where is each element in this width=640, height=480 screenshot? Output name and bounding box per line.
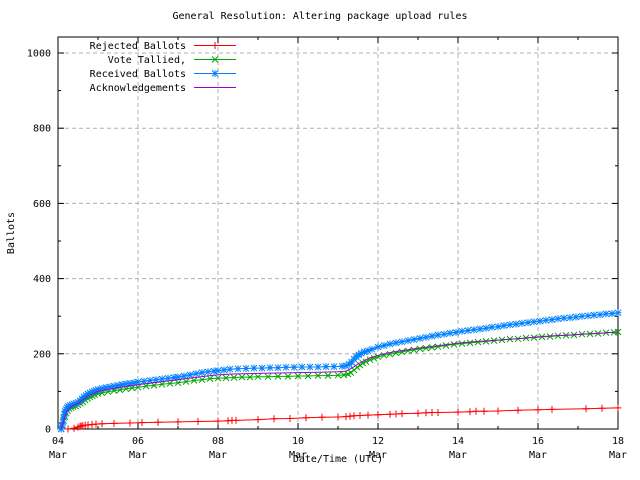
series-line-acknowledgements [60,331,619,430]
x-tick-label-month: Mar [129,450,147,461]
x-tick-label-day: 04 [52,436,64,447]
plot-frame [57,36,619,430]
x-axis-label: Date/Time (UTC) [292,454,384,465]
x-tick-label-day: 12 [372,436,384,447]
y-tick-label: 800 [33,124,51,135]
legend-label-received-ballots: Received Ballots [90,69,186,80]
series-markers-rejected-ballots [64,404,622,433]
series-line-received-ballots [60,312,619,430]
x-tick-label-month: Mar [369,450,387,461]
x-tick-label-day: 10 [292,436,304,447]
x-tick-label-day: 18 [612,436,624,447]
y-tick-label: 1000 [27,49,51,60]
x-tick-label-month: Mar [209,450,227,461]
y-tick-label: 0 [45,425,51,436]
chart-title: General Resolution: Altering package upl… [172,11,468,22]
legend-sample-marker-vote-tallied [211,56,219,63]
legend-label-acknowledgements: Acknowledgements [90,83,186,94]
legend-label-rejected-ballots: Rejected Ballots [90,41,186,52]
x-tick-label-month: Mar [49,450,67,461]
series-line-rejected-ballots [67,407,619,430]
x-tick-label-day: 14 [452,436,464,447]
y-axis-label: Ballots [6,211,17,255]
x-tick-label-month: Mar [449,450,467,461]
legend-label-vote-tallied: Vote Tallied, [108,55,186,66]
x-tick-label-month: Mar [609,450,627,461]
x-tick-label-day: 16 [532,436,544,447]
legend-sample-marker-received-ballots [211,70,219,77]
y-tick-label: 600 [33,199,51,210]
x-tick-label-day: 06 [132,436,144,447]
y-tick-label: 400 [33,274,51,285]
series-markers-received-ballots [57,309,622,433]
x-tick-label-day: 08 [212,436,224,447]
x-tick-label-month: Mar [529,450,547,461]
y-tick-label: 200 [33,349,51,360]
legend-sample-marker-rejected-ballots [211,42,219,49]
x-tick-label-month: Mar [289,450,307,461]
